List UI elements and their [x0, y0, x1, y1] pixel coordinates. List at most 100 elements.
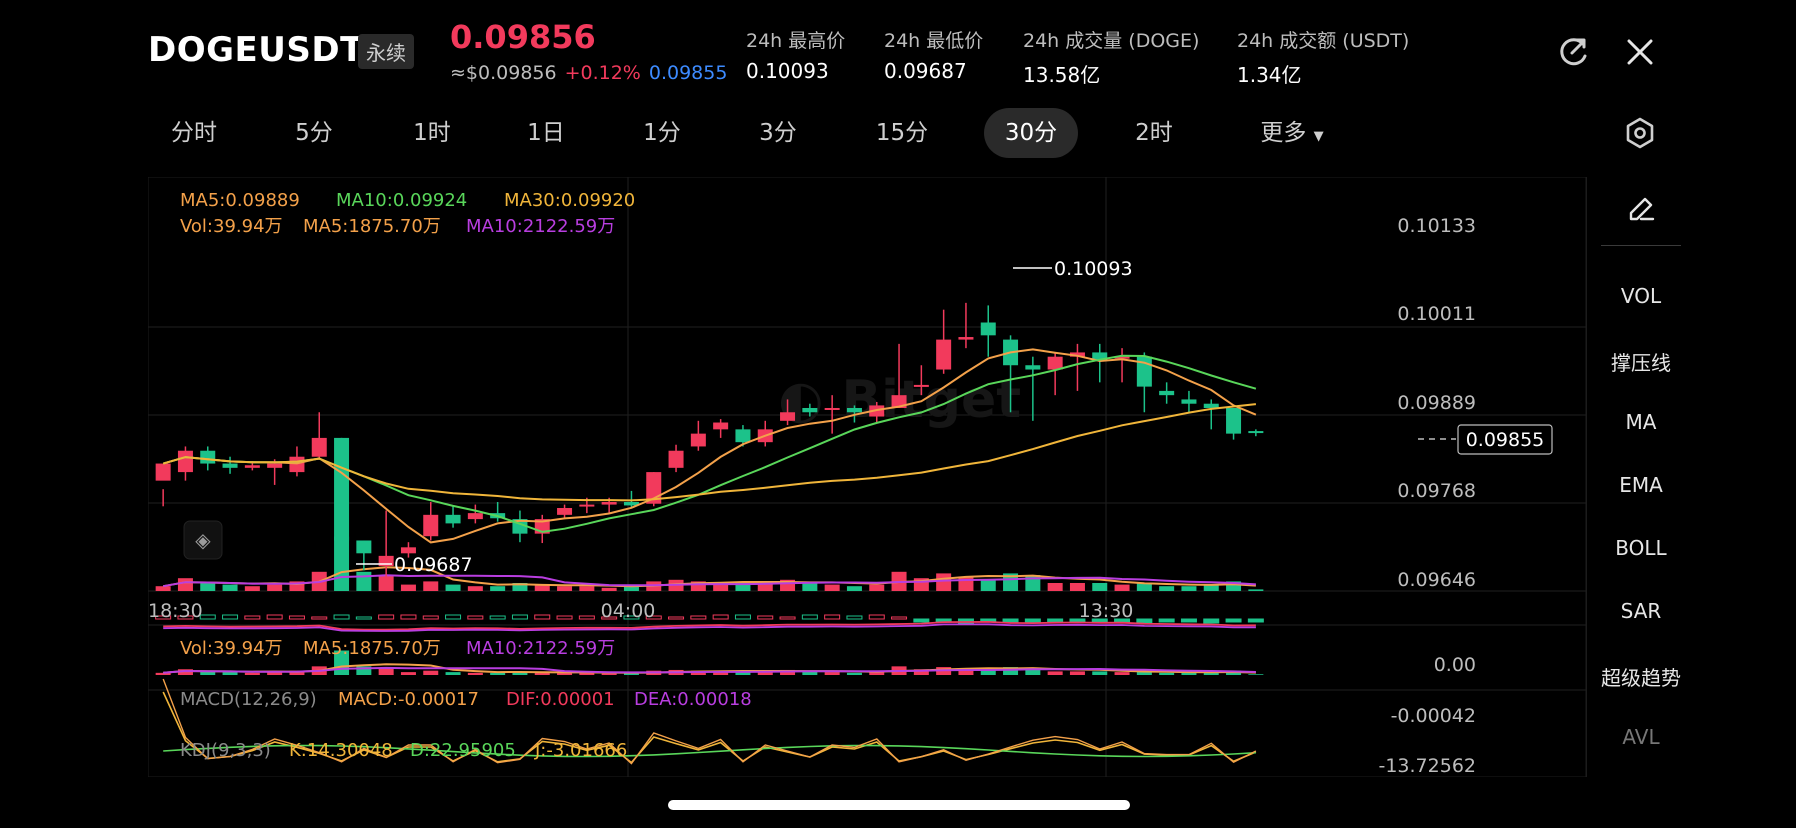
- price-axis-label: 0.10133: [1397, 215, 1476, 237]
- tab-timeframe-tick[interactable]: 分时: [171, 120, 217, 146]
- subvol-ma10-line: [163, 666, 1256, 674]
- stat-24h-volume: 24h 成交量 (DOGE) 13.58亿: [1023, 26, 1199, 88]
- volume-bar: [222, 584, 238, 591]
- subvolume-bar: [423, 670, 439, 675]
- volume-bar: [1003, 573, 1019, 591]
- kline-chart[interactable]: ◐ Bitget MA5:0.09889 MA10:0.09924 MA30:0…: [148, 177, 1694, 777]
- side-item-ma[interactable]: MA: [1625, 410, 1657, 434]
- ma5-line: [162, 348, 1257, 544]
- candle-body: [1069, 352, 1085, 357]
- candle-body: [445, 514, 461, 524]
- side-item-ema[interactable]: EMA: [1619, 473, 1663, 497]
- close-icon[interactable]: [1620, 32, 1660, 72]
- stat-24h-low: 24h 最低价 0.09687: [884, 26, 983, 83]
- macd-bar: [288, 615, 305, 620]
- tab-timeframe-2h[interactable]: 2时: [1135, 120, 1173, 146]
- candle-body: [244, 465, 260, 468]
- subvolume-bar: [980, 669, 996, 675]
- vol-ma10-line: [163, 574, 1256, 588]
- tab-timeframe-15m[interactable]: 15分: [875, 120, 929, 146]
- stat-value: 0.10093: [746, 59, 829, 83]
- volume-bar: [267, 584, 283, 591]
- indicator-toggle-button[interactable]: [183, 520, 223, 560]
- symbol-title[interactable]: DOGEUSDT: [148, 30, 364, 70]
- macd-bar: [511, 614, 528, 620]
- side-item-boll[interactable]: BOLL: [1615, 536, 1667, 560]
- macd-bar: [155, 615, 172, 620]
- candle-body: [668, 450, 684, 468]
- side-item-vol[interactable]: VOL: [1620, 284, 1662, 308]
- macd-bar: [623, 615, 640, 620]
- volume-bar: [1114, 584, 1130, 591]
- tab-timeframe-1d[interactable]: 1日: [527, 120, 565, 146]
- tab-timeframe-3m[interactable]: 3分: [759, 120, 797, 146]
- subvolume-bar: [846, 672, 862, 675]
- tab-timeframe-5m[interactable]: 5分: [295, 120, 333, 146]
- rotate-screen-icon[interactable]: [1553, 32, 1593, 72]
- volume-bar: [490, 586, 506, 591]
- legend-subvol: Vol:39.94万: [180, 638, 283, 659]
- volume-bar: [177, 578, 193, 591]
- indicator-side-menu: VOL 撑压线 MA EMA BOLL SAR 超级趋势 AVL: [1586, 177, 1695, 777]
- volume-bar: [467, 586, 483, 591]
- candle-body: [579, 504, 595, 507]
- side-item-sar[interactable]: SAR: [1620, 599, 1662, 623]
- home-indicator: [668, 800, 1130, 810]
- candle-body: [1248, 431, 1264, 434]
- volume-bar: [356, 571, 372, 591]
- kdj-d-line: [163, 744, 1256, 758]
- subvolume-bar: [713, 672, 729, 675]
- stat-value: 13.58亿: [1023, 63, 1101, 87]
- volume-bar: [400, 584, 416, 591]
- volume-bar: [423, 581, 439, 591]
- legend-k: K:14.30048: [289, 740, 393, 761]
- volume-bar: [1069, 583, 1085, 591]
- volume-bar: [155, 586, 171, 591]
- tab-timeframe-1h[interactable]: 1时: [413, 120, 451, 146]
- legend-ma10: MA10:0.09924: [336, 190, 467, 211]
- macd-bar: [311, 616, 328, 620]
- subvolume-bar: [378, 667, 394, 675]
- volume-bar: [1159, 586, 1175, 591]
- volume-bar: [445, 584, 461, 591]
- pencil-icon[interactable]: [1625, 193, 1657, 225]
- tab-timeframe-1m[interactable]: 1分: [643, 120, 681, 146]
- volume-bar: [802, 583, 818, 591]
- stat-24h-turnover: 24h 成交额 (USDT) 1.34亿: [1237, 26, 1409, 88]
- subvolume-bar: [802, 671, 818, 675]
- stat-value: 1.34亿: [1237, 63, 1302, 87]
- macd-bar: [489, 615, 506, 620]
- volume-bar: [623, 586, 639, 591]
- legend-macd: MACD:-0.00017: [338, 689, 479, 710]
- candle-body: [623, 502, 639, 506]
- macd-bar: [222, 614, 239, 620]
- candle-body: [557, 508, 573, 515]
- volume-bar: [1181, 586, 1197, 591]
- legend-macd-params: MACD(12,26,9): [180, 689, 317, 710]
- side-item-avl[interactable]: AVL: [1622, 725, 1660, 749]
- subvolume-bar: [289, 670, 305, 675]
- volume-bar: [579, 586, 595, 591]
- candle-body: [780, 412, 796, 421]
- legend-ma5: MA5:0.09889: [180, 190, 300, 211]
- tab-timeframe-30m[interactable]: 30分: [984, 108, 1078, 158]
- side-item-support-resistance[interactable]: 撑压线: [1611, 351, 1671, 375]
- macd-bar: [445, 614, 462, 620]
- settings-hexagon-icon[interactable]: [1622, 115, 1658, 151]
- legend-kdj-params: KDJ(9,3,3): [180, 740, 271, 761]
- subvolume-bar: [222, 672, 238, 675]
- price-axis-label: 0.09889: [1397, 392, 1476, 414]
- macd-bar: [333, 614, 350, 620]
- tab-timeframe-more[interactable]: 更多 ▼: [1242, 108, 1342, 158]
- subvolume-bar: [267, 672, 283, 675]
- subvolume-bar: [1136, 671, 1152, 675]
- candle-body: [177, 450, 193, 473]
- candle-body: [289, 456, 305, 473]
- price-axis-label: 0.09768: [1397, 480, 1476, 502]
- candle-body: [1047, 356, 1063, 370]
- subvolume-bar: [1203, 672, 1219, 675]
- volume-bar: [1047, 583, 1063, 591]
- stat-value: 0.09687: [884, 59, 967, 83]
- side-item-supertrend[interactable]: 超级趋势: [1601, 666, 1681, 690]
- volume-bar: [869, 584, 885, 591]
